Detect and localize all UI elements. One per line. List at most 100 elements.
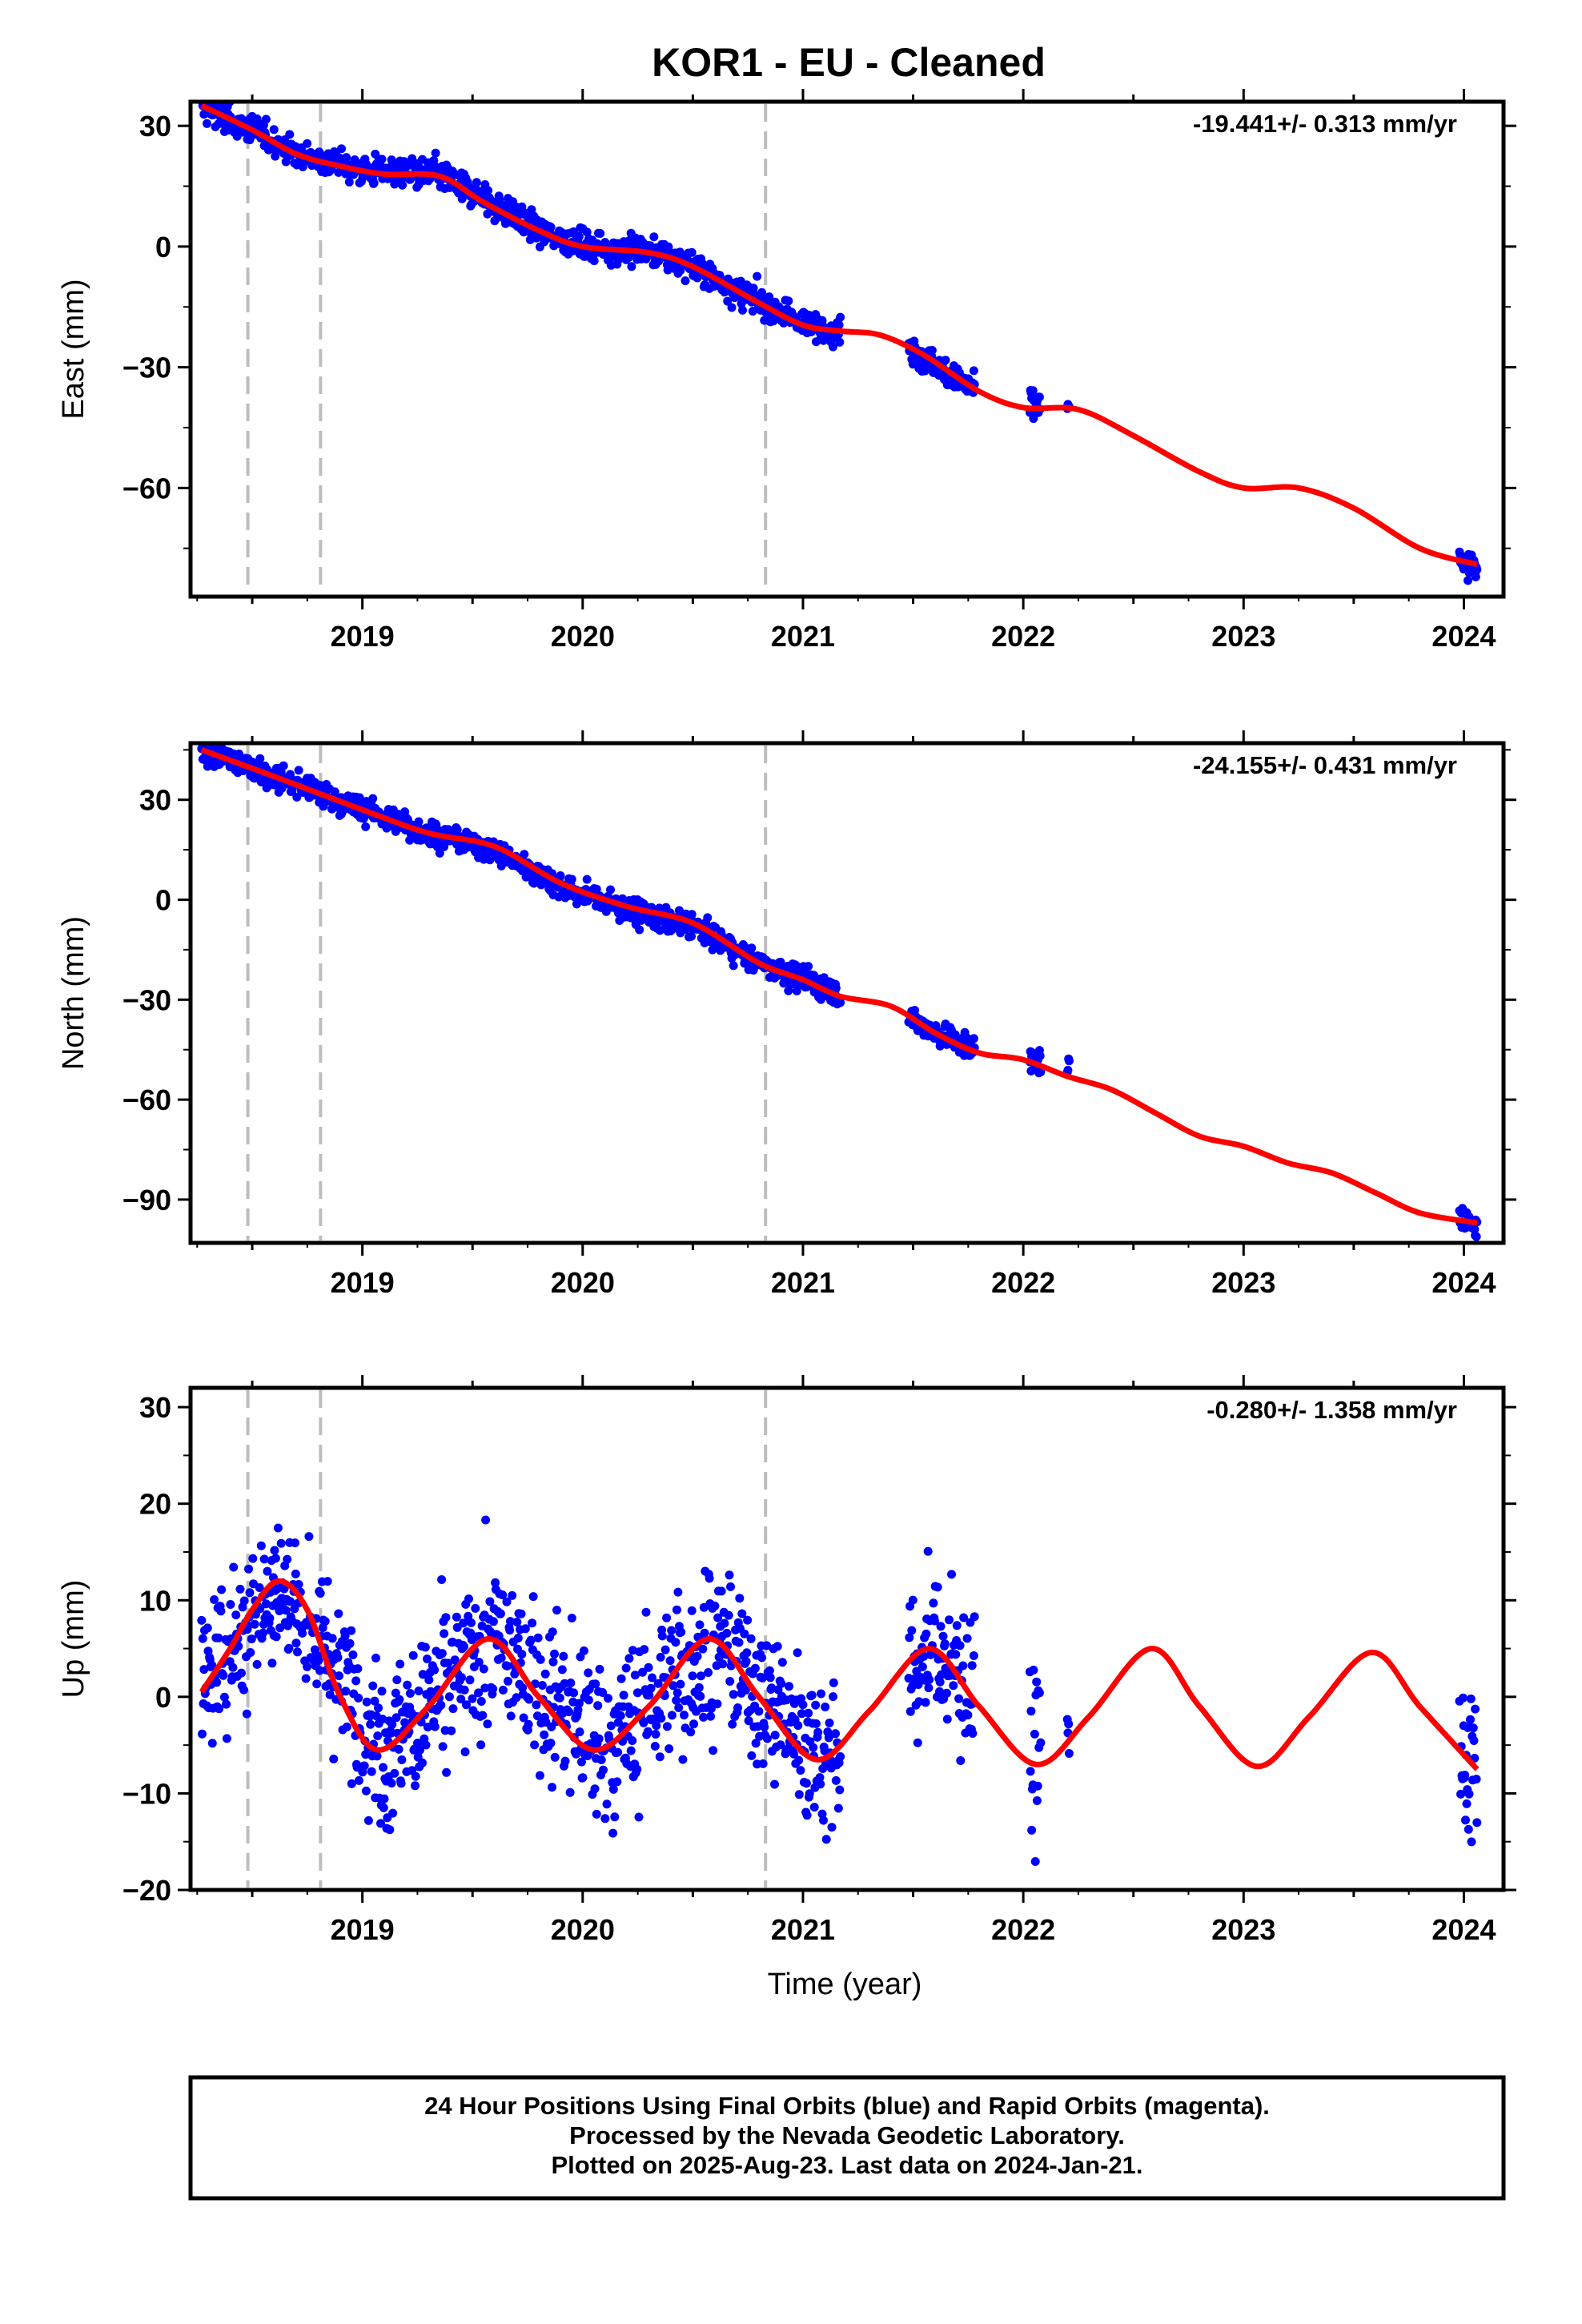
data-point xyxy=(438,1742,448,1751)
data-point xyxy=(431,148,440,158)
data-point xyxy=(414,1687,424,1695)
data-point xyxy=(729,1690,738,1699)
data-point xyxy=(506,1711,516,1721)
data-point xyxy=(757,1653,767,1663)
data-point xyxy=(304,1532,314,1542)
data-point xyxy=(662,1613,672,1622)
data-point xyxy=(421,1740,431,1750)
data-point xyxy=(669,1681,678,1691)
x-tick-label: 2019 xyxy=(331,1913,395,1946)
data-point xyxy=(372,1751,382,1761)
data-point xyxy=(962,1634,972,1643)
x-axis-label: Time (year) xyxy=(768,1968,922,2001)
data-point xyxy=(655,1752,665,1762)
data-point xyxy=(734,1638,744,1647)
data-point xyxy=(467,1618,476,1627)
data-point xyxy=(239,1596,249,1606)
data-point xyxy=(464,1594,473,1603)
data-point xyxy=(680,1711,689,1720)
data-point xyxy=(334,1609,343,1618)
data-point xyxy=(819,1815,828,1825)
data-point xyxy=(347,1779,356,1788)
x-tick-label: 2024 xyxy=(1431,620,1496,653)
data-point xyxy=(440,842,449,851)
data-point xyxy=(361,1786,371,1795)
data-point xyxy=(265,1614,275,1623)
data-point xyxy=(1036,1738,1046,1747)
data-point xyxy=(361,822,371,831)
y-tick-label: 30 xyxy=(139,1391,171,1424)
data-point xyxy=(1026,1767,1035,1776)
data-point xyxy=(267,1659,277,1668)
data-point xyxy=(291,1538,299,1548)
data-point xyxy=(956,1756,966,1765)
data-point xyxy=(423,1655,432,1663)
data-point xyxy=(255,754,265,763)
data-point xyxy=(726,1582,735,1591)
data-point xyxy=(323,1577,332,1586)
data-point xyxy=(325,1690,335,1699)
data-point xyxy=(811,1719,821,1728)
data-point xyxy=(949,1681,958,1691)
data-point xyxy=(793,1648,802,1658)
y-axis-label: East (mm) xyxy=(57,279,90,419)
data-point xyxy=(370,1696,379,1706)
data-point xyxy=(644,1691,654,1700)
data-point xyxy=(762,1734,772,1743)
data-point xyxy=(802,1811,812,1820)
data-point xyxy=(665,1656,675,1666)
data-point xyxy=(516,1609,526,1618)
data-point xyxy=(275,1623,285,1633)
data-point xyxy=(705,1574,714,1583)
data-point xyxy=(396,1659,405,1669)
data-point xyxy=(1472,565,1482,574)
data-point xyxy=(215,1704,224,1714)
data-point xyxy=(924,1683,934,1693)
data-point xyxy=(935,1687,944,1696)
data-point xyxy=(608,1784,618,1794)
data-point xyxy=(776,957,785,967)
data-point xyxy=(385,1825,395,1835)
data-point xyxy=(229,1562,239,1572)
data-point xyxy=(239,1685,248,1695)
data-point xyxy=(392,1675,402,1685)
data-point xyxy=(424,1675,434,1685)
data-point xyxy=(496,1609,505,1618)
data-point xyxy=(1459,1693,1468,1703)
data-point xyxy=(540,1669,550,1679)
data-point xyxy=(430,1665,440,1675)
data-point xyxy=(584,1695,593,1705)
data-point xyxy=(750,1663,760,1673)
data-point xyxy=(829,1678,838,1687)
data-point xyxy=(503,1661,512,1671)
data-point xyxy=(1468,1723,1478,1733)
data-point xyxy=(273,1584,283,1594)
data-point xyxy=(834,320,844,330)
data-point xyxy=(476,1697,486,1706)
data-point xyxy=(348,1650,358,1659)
data-point xyxy=(1471,572,1480,581)
data-point xyxy=(520,850,529,859)
data-point xyxy=(526,1635,536,1645)
data-point xyxy=(535,1771,544,1780)
data-point xyxy=(741,1657,751,1667)
data-point xyxy=(450,1655,460,1665)
data-point xyxy=(650,1742,660,1751)
data-point xyxy=(546,1739,556,1748)
data-point xyxy=(762,1641,772,1651)
data-point xyxy=(656,1652,665,1662)
data-point xyxy=(1032,1677,1042,1687)
data-point xyxy=(1472,1775,1481,1784)
data-point xyxy=(285,130,295,139)
data-point xyxy=(506,1617,515,1626)
data-point xyxy=(387,1779,396,1788)
data-point xyxy=(619,1691,628,1700)
data-point xyxy=(955,1641,965,1651)
data-point xyxy=(687,1606,697,1615)
data-point xyxy=(770,1779,779,1789)
data-point xyxy=(651,1730,661,1739)
data-point xyxy=(420,1642,430,1652)
data-point xyxy=(698,1644,708,1654)
data-point xyxy=(345,1638,355,1648)
data-point xyxy=(821,1835,831,1844)
